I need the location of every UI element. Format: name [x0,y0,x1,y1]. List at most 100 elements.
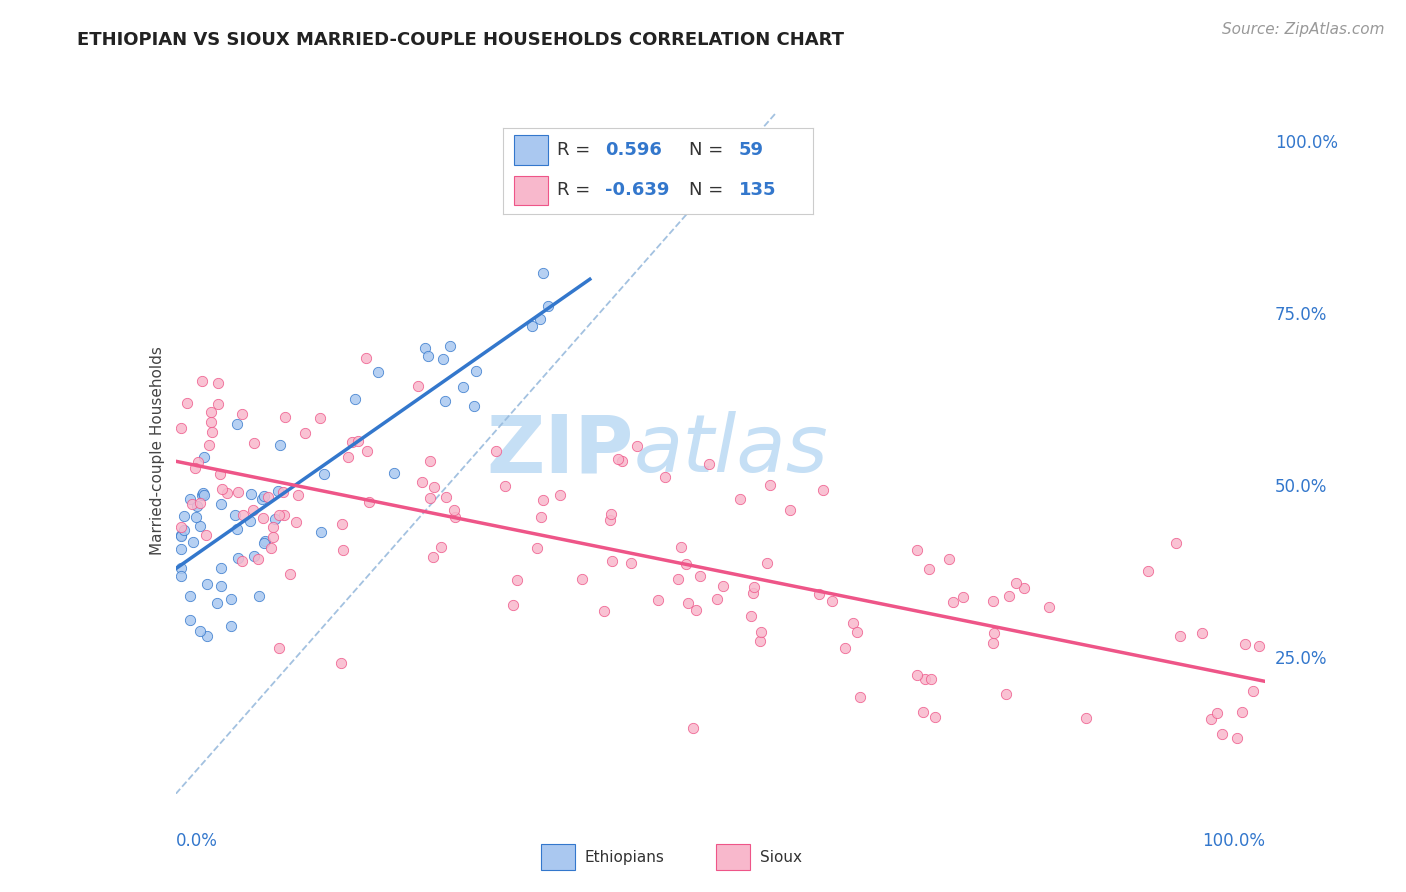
Point [330,657,353,671]
Point [444,509,467,524]
Point [439,338,461,352]
Point [242,503,264,517]
Point [190,519,212,533]
Point [1191,626,1213,640]
Point [485,444,508,458]
Point [751,624,773,639]
Point [382,467,405,481]
Point [432,352,454,367]
Point [610,453,633,467]
Point [759,478,782,492]
Point [280,566,302,581]
Point [419,453,441,467]
Point [756,556,779,570]
Point [1206,706,1229,720]
Point [748,634,770,648]
Point [219,592,242,607]
Point [846,625,869,640]
Point [243,549,266,563]
Point [191,487,214,501]
Point [423,480,446,494]
Point [170,568,193,582]
Point [173,509,195,524]
Point [170,421,193,435]
Point [263,511,285,525]
Point [711,578,734,592]
Point [669,540,692,554]
Text: N =: N = [689,181,723,199]
Point [253,489,276,503]
Text: ZIP: ZIP [486,411,633,490]
Point [502,598,524,612]
Point [273,484,295,499]
FancyBboxPatch shape [541,844,575,871]
Point [1004,576,1026,591]
Point [607,452,630,467]
Point [243,435,266,450]
Point [309,524,332,539]
Point [254,534,277,549]
Point [905,668,928,682]
Point [294,426,316,441]
Point [465,364,488,378]
Point [689,568,711,582]
Point [191,374,214,388]
Point [647,593,669,607]
Point [848,690,870,704]
Point [463,399,485,413]
Point [274,409,297,424]
Text: 0.596: 0.596 [605,141,662,159]
Point [807,587,830,601]
Point [344,392,367,407]
Point [269,438,291,452]
Point [186,510,208,524]
Point [434,490,457,504]
Point [259,541,281,556]
Point [232,508,254,523]
Point [1074,711,1097,725]
Point [1226,731,1249,746]
Point [200,415,222,429]
Point [188,624,211,638]
Point [195,527,218,541]
Point [209,561,232,575]
Point [247,551,270,566]
Point [533,492,555,507]
Point [314,467,336,481]
Point [209,496,232,510]
Text: 0.0%: 0.0% [176,831,218,850]
Point [599,507,621,521]
Point [269,640,291,655]
Point [666,572,689,586]
Point [308,411,330,425]
Point [821,594,844,608]
Point [1241,684,1264,698]
Point [938,551,960,566]
Point [682,721,704,735]
Point [231,407,253,421]
Point [811,483,834,497]
Point [170,529,193,543]
Text: R =: R = [557,181,591,199]
Point [239,515,262,529]
Point [433,393,456,408]
Point [252,536,274,550]
Point [997,589,1019,603]
Point [284,515,307,529]
Point [626,439,648,453]
Point [1166,536,1188,550]
Point [593,604,616,618]
Point [443,502,465,516]
Point [1038,599,1060,614]
Text: 135: 135 [738,181,776,199]
Point [197,629,219,643]
Point [332,543,354,558]
Point [416,349,439,363]
Point [195,577,218,591]
Text: ETHIOPIAN VS SIOUX MARRIED-COUPLE HOUSEHOLDS CORRELATION CHART: ETHIOPIAN VS SIOUX MARRIED-COUPLE HOUSEH… [77,31,845,49]
Point [186,499,208,513]
Point [215,486,238,500]
Point [188,496,211,510]
Point [179,613,201,627]
Point [599,513,621,527]
